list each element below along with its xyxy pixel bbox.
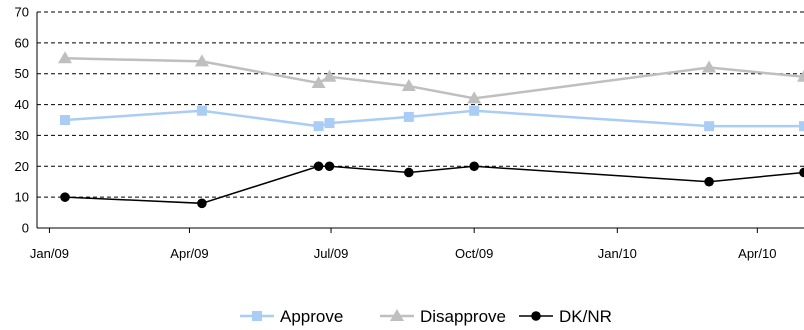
y-tick-label: 50 xyxy=(15,66,29,81)
approve-point xyxy=(469,105,480,116)
disapprove-point xyxy=(467,91,482,104)
legend-dk-nr-label: DK/NR xyxy=(559,307,612,326)
dk-nr-point xyxy=(324,161,335,172)
disapprove-point xyxy=(401,79,416,92)
dk-nr-point xyxy=(799,167,804,178)
x-tick-label: Jul/09 xyxy=(314,246,349,261)
disapprove-point xyxy=(311,75,326,88)
x-tick-label: Apr/09 xyxy=(170,246,208,261)
y-tick-label: 40 xyxy=(15,97,29,112)
approve-point xyxy=(799,121,804,132)
approve-point xyxy=(324,118,335,129)
y-tick-label: 0 xyxy=(22,221,29,236)
dk-nr-point xyxy=(704,176,714,187)
legend: Approve Disapprove DK/NR xyxy=(240,307,612,326)
disapprove-line xyxy=(64,57,804,100)
x-tick-label: Jan/09 xyxy=(30,246,69,261)
approve-line xyxy=(64,109,804,128)
approve-point xyxy=(704,121,715,132)
x-tick-label: Jan/10 xyxy=(598,246,637,261)
legend-disapprove-label: Disapprove xyxy=(420,307,506,326)
dk-nr-point xyxy=(60,192,70,202)
axes: 0 10 20 30 40 50 60 70 Jan/09 Apr/09 Jul/09 Oct/09 J… xyxy=(15,5,804,261)
dk-nr-line xyxy=(64,165,804,205)
gridlines xyxy=(37,11,804,198)
y-tick-label: 10 xyxy=(15,190,29,205)
disapprove-point xyxy=(322,69,337,82)
x-tick-label: Oct/09 xyxy=(455,246,493,261)
y-tick-label: 20 xyxy=(15,159,29,174)
disapprove-point xyxy=(194,54,209,67)
approve-point xyxy=(60,115,71,125)
legend-approve-label: Approve xyxy=(280,307,343,326)
y-tick-label: 30 xyxy=(15,128,29,143)
dk-nr-point xyxy=(469,161,479,172)
legend-dk-nr-marker xyxy=(531,311,541,321)
approve-point xyxy=(403,111,414,122)
disapprove-point xyxy=(702,60,717,73)
dk-nr-point xyxy=(197,198,207,209)
dk-nr-point xyxy=(404,167,414,178)
dk-nr-point xyxy=(313,161,324,172)
y-tick-label: 70 xyxy=(15,5,29,20)
legend-disapprove-marker xyxy=(390,309,404,321)
disapprove-point xyxy=(797,69,804,82)
series-group xyxy=(58,51,804,209)
legend-approve-marker xyxy=(252,311,262,321)
x-tick-label: Apr/10 xyxy=(738,246,776,261)
approve-point xyxy=(196,105,207,116)
disapprove-point xyxy=(58,51,73,64)
y-tick-label: 60 xyxy=(15,35,29,50)
approve-point xyxy=(313,121,324,132)
